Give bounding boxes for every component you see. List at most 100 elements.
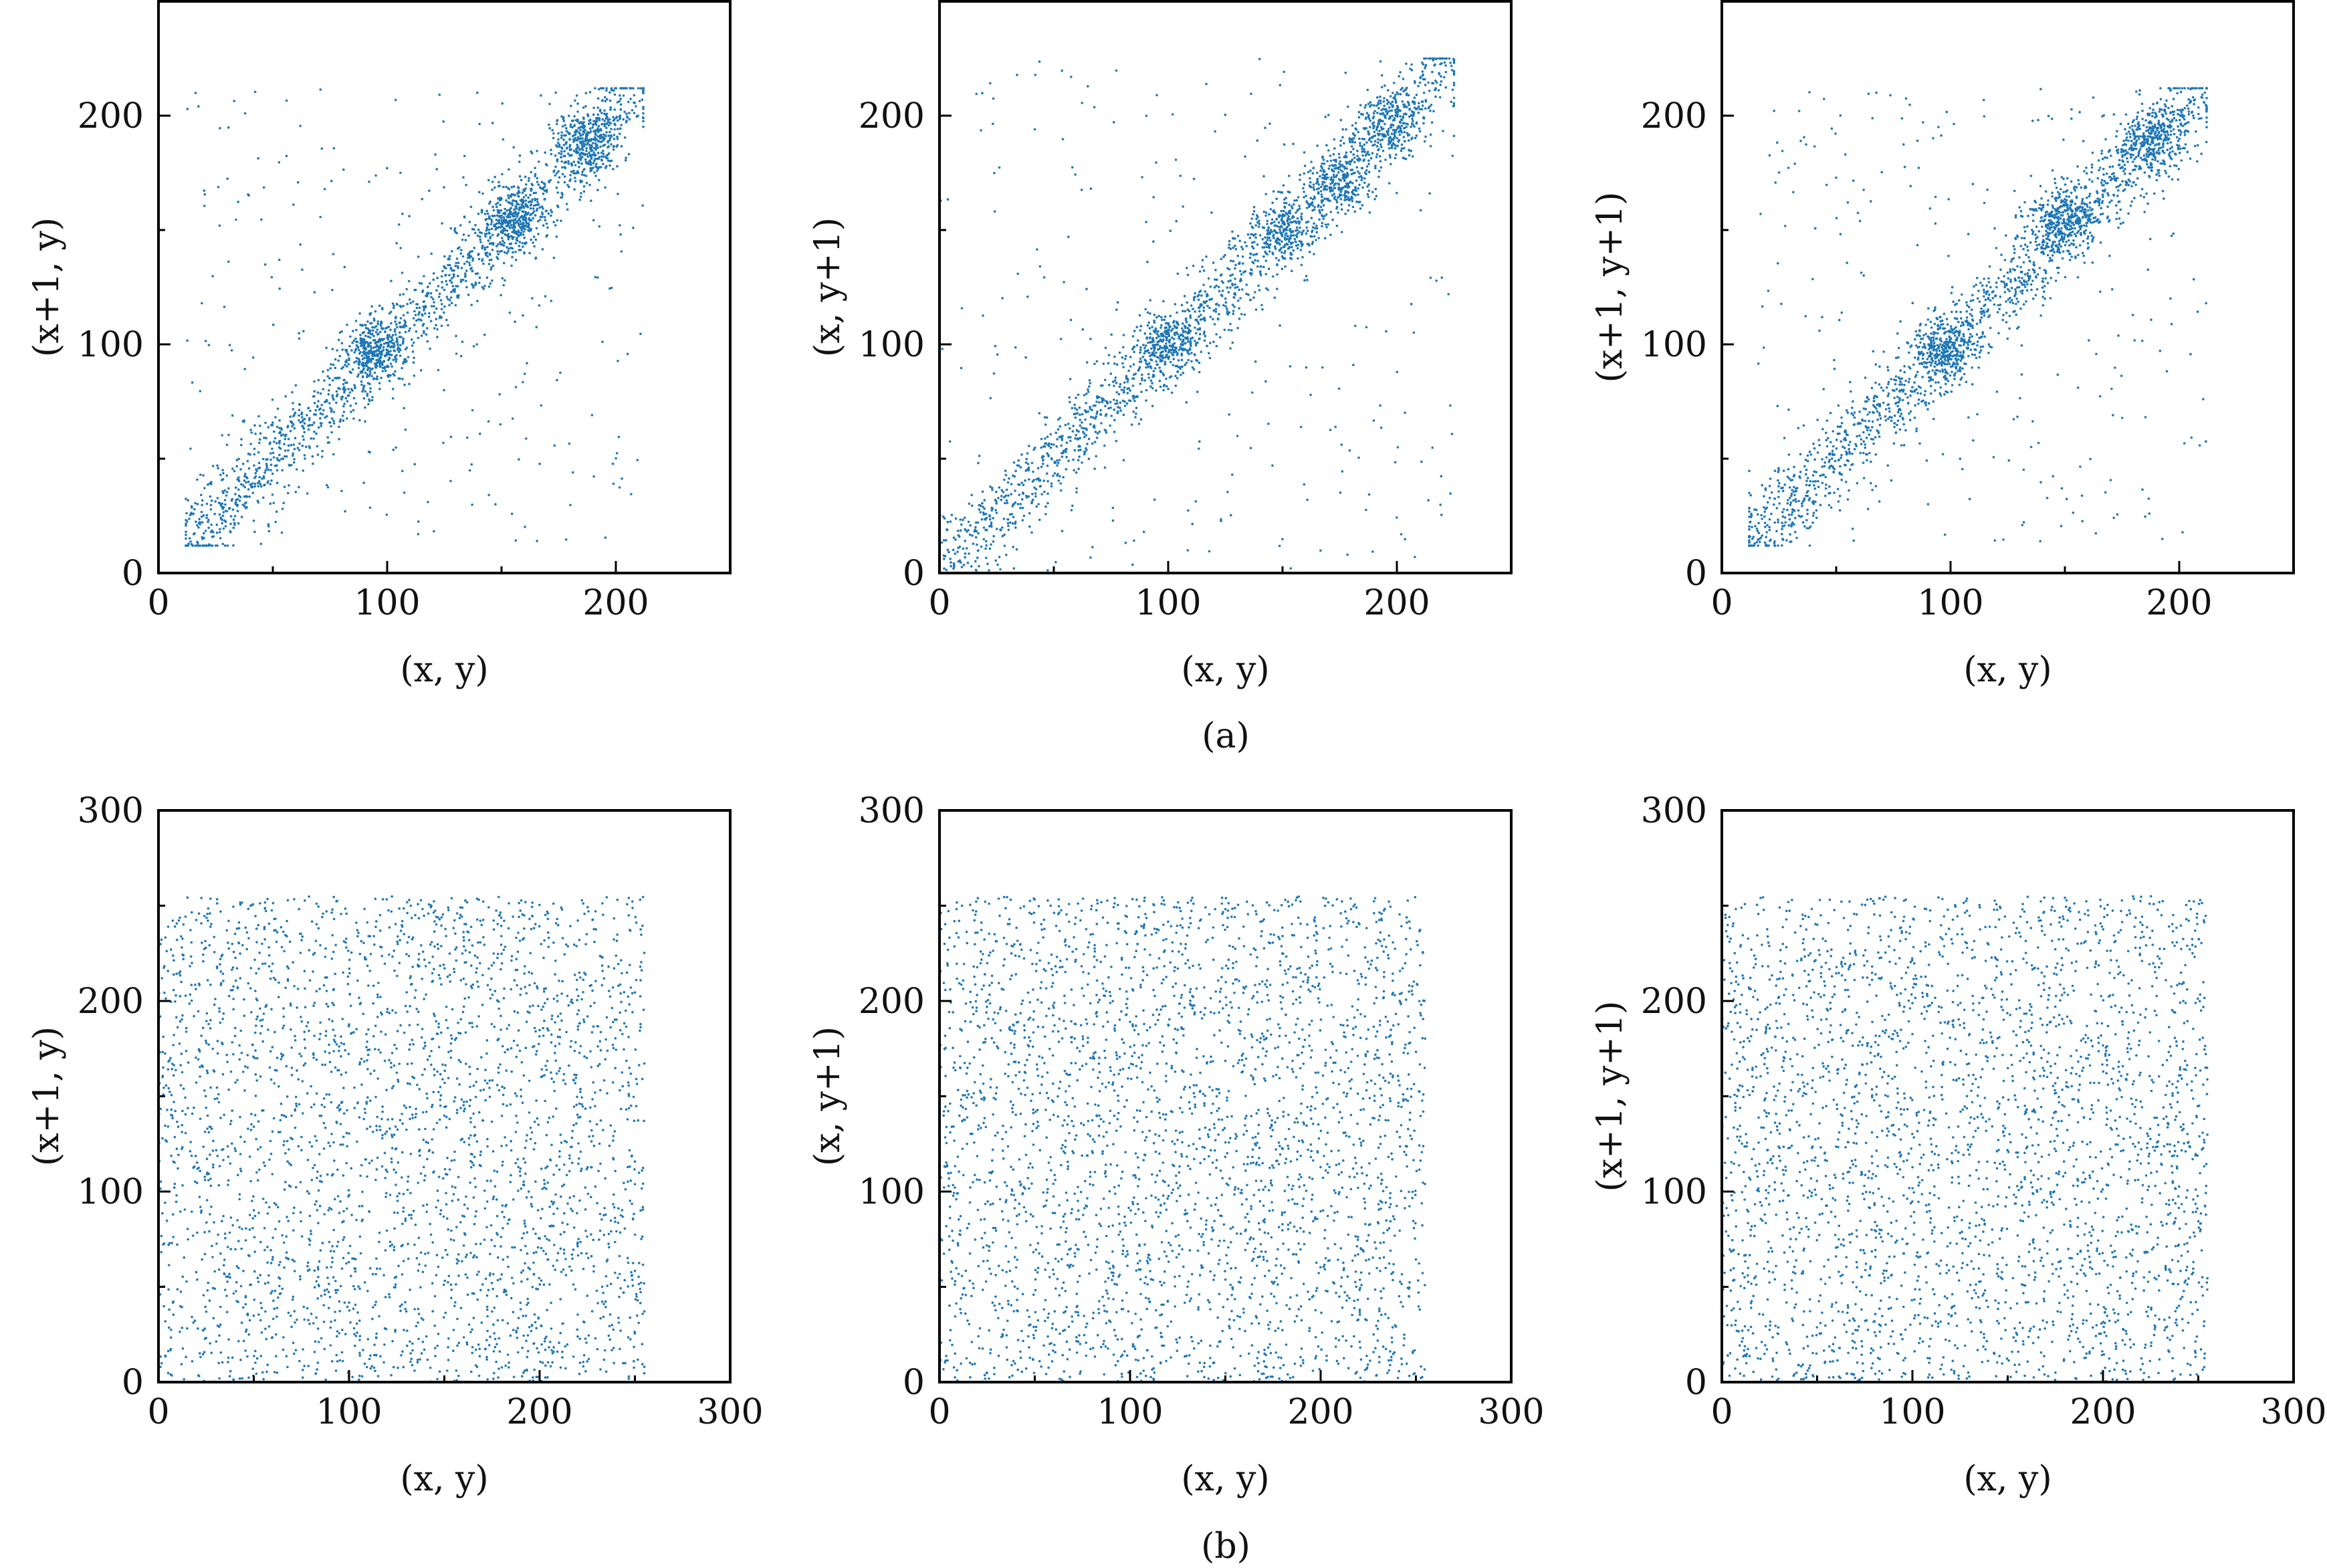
scatter-point bbox=[450, 302, 453, 305]
scatter-point bbox=[253, 482, 257, 485]
scatter-point bbox=[1161, 356, 1165, 360]
scatter-point bbox=[1089, 405, 1091, 409]
scatter-point bbox=[1135, 344, 1139, 347]
scatter-point bbox=[1018, 493, 1020, 496]
scatter-point bbox=[278, 419, 281, 422]
scatter-point bbox=[213, 512, 216, 516]
scatter-point bbox=[562, 116, 565, 119]
scatter-point bbox=[1357, 456, 1360, 459]
scatter-point bbox=[222, 511, 225, 514]
scatter-point bbox=[1087, 388, 1089, 391]
scatter-point bbox=[521, 242, 524, 245]
scatter-point bbox=[560, 196, 564, 199]
scatter-point bbox=[395, 337, 399, 340]
scatter-point bbox=[578, 157, 580, 160]
scatter-point bbox=[1323, 215, 1326, 218]
scatter-point bbox=[263, 436, 265, 439]
scatter-point bbox=[1198, 370, 1201, 374]
scatter-point bbox=[571, 134, 574, 138]
scatter-point bbox=[1186, 273, 1190, 276]
scatter-point bbox=[233, 515, 237, 518]
scatter-point bbox=[582, 106, 585, 109]
scatter-point bbox=[1315, 227, 1319, 230]
scatter-point bbox=[309, 424, 312, 427]
scatter-point bbox=[1321, 173, 1325, 177]
y-tick-label: 200 bbox=[78, 96, 144, 136]
scatter-point bbox=[1241, 255, 1244, 258]
scatter-point bbox=[526, 213, 528, 216]
scatter-point bbox=[436, 276, 439, 279]
scatter-point bbox=[1236, 286, 1239, 289]
scatter-point bbox=[288, 484, 290, 487]
scatter-point bbox=[342, 419, 345, 422]
scatter-point bbox=[468, 263, 471, 267]
scatter-point bbox=[219, 528, 221, 531]
scatter-point bbox=[616, 137, 619, 140]
scatter-point bbox=[194, 501, 197, 505]
scatter-point bbox=[1115, 402, 1119, 405]
scatter-point bbox=[456, 265, 459, 268]
scatter-point bbox=[366, 361, 369, 364]
scatter-point bbox=[1012, 503, 1014, 506]
scatter-point bbox=[534, 238, 538, 241]
scatter-point bbox=[408, 215, 411, 218]
scatter-point bbox=[950, 561, 952, 564]
scatter-point bbox=[320, 455, 324, 458]
scatter-point bbox=[613, 137, 616, 140]
scatter-point bbox=[1262, 211, 1266, 213]
scatter-point bbox=[240, 438, 243, 441]
scatter-point bbox=[1001, 526, 1004, 529]
scatter-point bbox=[1024, 356, 1027, 359]
scatter-point bbox=[596, 106, 599, 109]
scatter-point bbox=[1335, 175, 1337, 179]
scatter-point bbox=[207, 344, 211, 346]
scatter-point bbox=[197, 526, 200, 529]
scatter-point bbox=[204, 530, 207, 532]
scatter-point bbox=[353, 361, 356, 364]
scatter-point bbox=[397, 343, 399, 346]
scatter-point bbox=[313, 390, 316, 393]
scatter-point bbox=[1268, 243, 1272, 246]
scatter-point bbox=[617, 360, 619, 362]
scatter-point bbox=[1170, 391, 1174, 395]
scatter-point bbox=[1061, 70, 1063, 72]
scatter-point bbox=[495, 255, 498, 259]
scatter-point bbox=[522, 227, 526, 230]
scatter-point bbox=[544, 216, 546, 219]
scatter-point bbox=[1198, 332, 1202, 336]
scatter-point bbox=[1232, 296, 1236, 299]
scatter-point bbox=[530, 201, 534, 203]
scatter-point bbox=[364, 348, 368, 351]
scatter-point bbox=[348, 358, 350, 362]
scatter-point bbox=[508, 197, 510, 200]
scatter-point bbox=[357, 366, 360, 370]
scatter-point bbox=[302, 419, 305, 421]
scatter-point bbox=[1159, 316, 1163, 319]
scatter-point bbox=[1298, 205, 1301, 207]
scatter-point bbox=[221, 434, 224, 437]
scatter-point bbox=[1449, 62, 1452, 64]
scatter-point bbox=[1145, 399, 1147, 402]
scatter-point bbox=[1355, 200, 1358, 203]
scatter-point bbox=[1213, 323, 1216, 326]
scatter-point bbox=[338, 437, 340, 441]
scatter-point bbox=[1091, 546, 1094, 549]
scatter-point bbox=[569, 123, 572, 126]
scatter-point bbox=[1234, 247, 1238, 251]
scatter-point bbox=[443, 288, 446, 292]
scatter-point bbox=[389, 362, 393, 365]
scatter-point bbox=[620, 87, 623, 90]
scatter-point bbox=[382, 342, 386, 345]
scatter-point bbox=[511, 255, 514, 259]
scatter-point bbox=[221, 518, 224, 522]
scatter-point bbox=[609, 106, 612, 109]
scatter-point bbox=[992, 372, 996, 375]
scatter-point bbox=[1028, 525, 1031, 528]
scatter-point bbox=[449, 267, 453, 269]
scatter-point bbox=[331, 289, 334, 292]
scatter-point bbox=[520, 231, 523, 235]
scatter-point bbox=[1346, 553, 1349, 556]
scatter-point bbox=[610, 143, 613, 146]
scatter-point bbox=[1007, 528, 1010, 532]
scatter-point bbox=[1402, 122, 1405, 124]
